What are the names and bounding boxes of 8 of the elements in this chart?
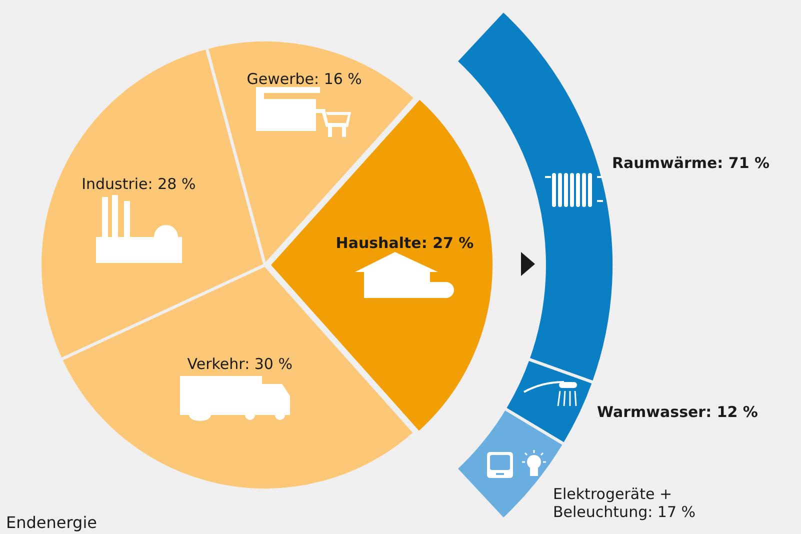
slice-label: Warmwasser: 12 % [597, 403, 758, 421]
slice-label: Raumwärme: 71 % [612, 154, 770, 172]
slice-label: Haushalte: 27 % [336, 234, 474, 252]
slice-label: Gewerbe: 16 % [246, 70, 362, 88]
slice-label: Verkehr: 30 % [187, 355, 292, 374]
slice-label: Industrie: 28 % [82, 174, 196, 193]
text: Endenergie [6, 513, 97, 532]
slice-label: Elektrogeräte + Beleuchtung: 17 % [553, 485, 697, 521]
